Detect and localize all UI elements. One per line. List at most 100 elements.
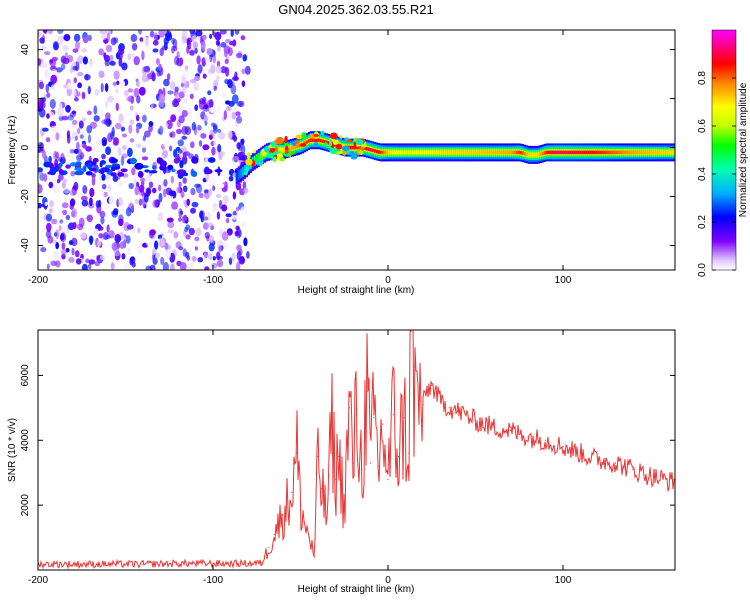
noise-blob — [63, 34, 71, 42]
snr-y-tick-label: 2000 — [20, 494, 31, 517]
signal-core — [661, 150, 664, 155]
noise-blob — [129, 138, 135, 143]
signal-core — [575, 150, 578, 155]
signal-core — [671, 150, 674, 155]
noise-blob — [89, 187, 95, 198]
signal-core — [485, 150, 488, 155]
noise-blob — [51, 218, 58, 225]
noise-blob — [152, 257, 158, 265]
noise-blob — [194, 246, 198, 251]
noise-blob — [215, 65, 222, 74]
snr-data-point — [397, 455, 400, 458]
noise-band-blob — [38, 167, 43, 173]
snr-data-point — [331, 423, 333, 425]
noise-blob — [129, 105, 134, 111]
snr-data-point — [378, 465, 380, 467]
noise-blob — [158, 30, 165, 38]
signal-blob — [266, 152, 274, 159]
signal-core — [563, 150, 566, 155]
noise-blob — [128, 53, 135, 58]
noise-blob — [77, 71, 84, 77]
snr-data-point — [291, 491, 293, 493]
signal-core — [293, 145, 296, 149]
signal-core — [327, 141, 330, 145]
noise-blob — [225, 213, 232, 218]
noise-blob — [69, 198, 76, 207]
signal-core — [583, 150, 586, 155]
snr-data-point — [527, 436, 529, 438]
signal-core — [629, 150, 632, 155]
noise-blob — [117, 146, 122, 156]
signal-core — [531, 153, 534, 157]
noise-blob — [238, 100, 245, 108]
noise-blob — [127, 247, 131, 256]
noise-blob — [69, 149, 75, 154]
signal-core — [545, 150, 548, 155]
noise-blob — [98, 233, 104, 239]
signal-core — [643, 150, 646, 155]
snr-data-point — [431, 384, 433, 386]
noise-blob — [38, 81, 45, 90]
noise-blob — [71, 247, 75, 256]
signal-core — [667, 150, 670, 155]
signal-core — [533, 153, 536, 157]
signal-core — [241, 170, 244, 174]
noise-blob — [54, 252, 61, 260]
noise-blob — [131, 167, 136, 176]
noise-blob — [215, 193, 221, 199]
noise-blob — [221, 231, 229, 241]
noise-blob — [212, 205, 218, 213]
noise-blob — [216, 251, 221, 260]
noise-blob — [151, 248, 157, 256]
noise-blob — [55, 151, 60, 159]
noise-band-blob — [75, 161, 82, 166]
noise-blob — [106, 32, 110, 42]
noise-blob — [106, 224, 110, 233]
snr-data-point — [597, 459, 599, 461]
noise-blob — [78, 120, 84, 129]
noise-blob — [216, 259, 224, 268]
signal-core — [639, 150, 642, 155]
signal-blob — [271, 141, 276, 148]
noise-blob — [118, 57, 123, 67]
noise-blob — [240, 255, 245, 263]
snr-data-point — [448, 407, 450, 409]
snr-x-tick-label: 0 — [385, 575, 391, 586]
noise-blob — [51, 144, 57, 152]
snr-data-point — [418, 397, 421, 399]
noise-blob — [62, 178, 68, 183]
noise-blob — [232, 76, 239, 82]
noise-blob — [236, 261, 241, 270]
noise-blob — [179, 262, 187, 270]
signal-core — [607, 150, 610, 155]
noise-blob — [69, 189, 77, 197]
noise-blob — [190, 207, 196, 214]
noise-blob — [116, 80, 120, 85]
noise-blob — [240, 206, 247, 216]
signal-core — [459, 150, 462, 155]
signal-blob — [358, 150, 364, 156]
noise-blob — [57, 30, 64, 34]
noise-band-blob — [117, 172, 125, 177]
signal-core — [325, 140, 328, 145]
noise-blob — [72, 48, 78, 53]
noise-blob — [231, 214, 238, 220]
colorbar-gradient — [711, 29, 737, 271]
noise-blob — [40, 45, 47, 50]
noise-blob — [47, 235, 54, 244]
signal-core — [305, 140, 308, 144]
noise-band-blob — [85, 171, 93, 176]
colorbar-tick-label: 0.0 — [697, 263, 708, 277]
signal-core — [635, 150, 638, 155]
noise-blob — [50, 260, 57, 267]
noise-blob — [228, 200, 234, 207]
noise-blob — [85, 258, 90, 264]
noise-blob — [228, 175, 234, 182]
signal-core — [669, 150, 672, 155]
signal-blob — [359, 146, 365, 151]
noise-blob — [218, 245, 223, 253]
noise-blob — [66, 87, 72, 97]
signal-core — [317, 138, 320, 142]
noise-band-blob — [159, 160, 167, 168]
signal-core — [581, 150, 584, 155]
